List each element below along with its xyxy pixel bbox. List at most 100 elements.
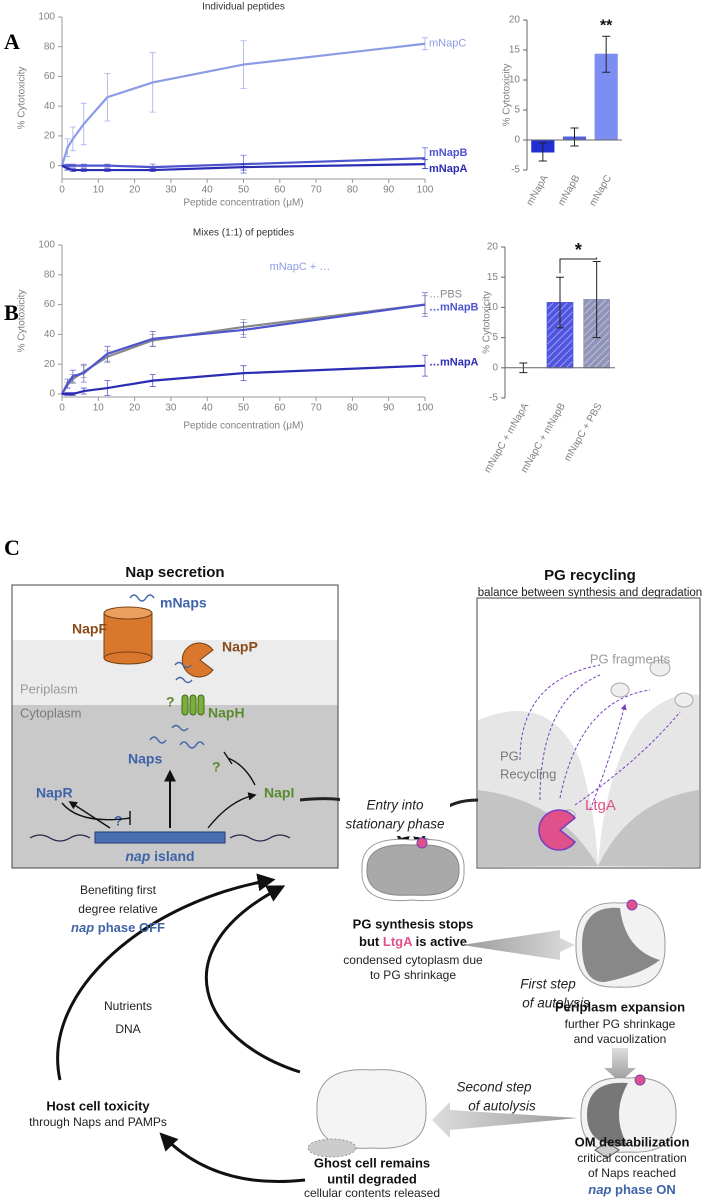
- gray-arrow: [462, 930, 575, 960]
- label: Cytoplasm: [20, 705, 81, 720]
- label: ?: [114, 813, 123, 829]
- panel-label: B: [4, 300, 19, 325]
- detail: to PG shrinkage: [370, 968, 456, 982]
- x-tick-label: 60: [274, 403, 286, 414]
- series-line: [62, 157, 426, 169]
- label: ?: [212, 759, 221, 775]
- error-bar: [602, 35, 611, 73]
- series-line: [60, 42, 426, 166]
- heading: PG recycling: [544, 567, 636, 584]
- series-line: [61, 163, 426, 172]
- legend-label: mNapA: [429, 163, 468, 175]
- inhibition: [223, 751, 256, 786]
- cell: [316, 1069, 427, 1149]
- box-border: [11, 584, 339, 869]
- napf-shape: [103, 612, 153, 659]
- label: mNaps: [160, 595, 207, 611]
- autolysis-cycle: Entry into stationary phase PG synthesis…: [29, 796, 689, 1199]
- legend-label: mNapC: [429, 38, 466, 50]
- label: NapF: [72, 621, 107, 637]
- panel-label: A: [4, 29, 20, 54]
- y-tick-label: 20: [509, 15, 521, 26]
- legend-label: …mNapA: [429, 357, 479, 369]
- y-tick-label: 20: [487, 242, 499, 253]
- error-bar: [149, 331, 156, 347]
- y-tick-label: 60: [44, 299, 56, 310]
- x-tick-label: 100: [417, 403, 434, 414]
- nap-secretion-panel: Nap secretion mNaps NapF NapP Periplasm …: [11, 564, 339, 869]
- error-bar: [240, 163, 247, 171]
- x-axis-label: Peptide concentration (μM): [183, 421, 303, 432]
- x-tick-label: 40: [202, 185, 214, 196]
- error-bar: [422, 159, 428, 169]
- napp-shape: [181, 642, 214, 678]
- y-tick-label: 40: [44, 101, 56, 112]
- ltga-dot: [634, 1074, 646, 1086]
- error-bar: [592, 260, 601, 339]
- label: ?: [166, 694, 175, 710]
- error-bar: [422, 354, 428, 377]
- legend-label: …PBS: [429, 289, 462, 301]
- label: PG fragments: [590, 651, 671, 666]
- y-tick-label: 100: [38, 12, 55, 23]
- x-tick-label: 80: [347, 403, 359, 414]
- x-tick-label: 30: [165, 185, 177, 196]
- legend-label: mNapB: [429, 147, 468, 159]
- label: DNA: [115, 1022, 140, 1036]
- error-bar: [240, 322, 247, 338]
- x-tick-label: mNapC + PBS: [562, 401, 604, 463]
- arrow: [204, 885, 301, 1074]
- cytoplasm: [478, 790, 699, 867]
- error-bar: [240, 40, 247, 89]
- label: Second step: [456, 1080, 532, 1095]
- x-tick-label: 10: [93, 185, 105, 196]
- x-tick-label: 20: [129, 185, 141, 196]
- x-tick-label: mNapA: [525, 173, 551, 208]
- title-part: phase ON: [615, 1182, 676, 1197]
- panel-label: C: [4, 535, 20, 560]
- dna: [29, 834, 291, 842]
- title: but LtgA is active: [359, 934, 467, 949]
- title-part: but: [359, 934, 380, 949]
- significance-bracket: [559, 257, 598, 274]
- error-bar: [69, 168, 76, 172]
- label: Benefiting first: [80, 883, 157, 897]
- label: First step: [520, 977, 576, 992]
- y-tick-label: 0: [514, 135, 520, 146]
- error-bar: [556, 276, 564, 329]
- label: LtgA: [585, 797, 616, 814]
- detail: cellular contents released: [304, 1186, 440, 1199]
- y-tick-label: 20: [44, 131, 56, 142]
- x-tick-label: mNapC: [588, 173, 614, 208]
- ltga-dot: [416, 837, 428, 849]
- x-tick-label: 60: [274, 185, 286, 196]
- y-tick-label: 5: [514, 105, 520, 116]
- label: Naps: [128, 751, 162, 767]
- arrow: [68, 801, 111, 829]
- label: stationary phase: [345, 817, 444, 832]
- title-part: LtgA: [383, 934, 413, 949]
- error-bar: [104, 380, 111, 396]
- arrow: [56, 873, 276, 1081]
- label: of autolysis: [468, 1099, 536, 1114]
- label-part: nap: [71, 920, 94, 935]
- series-line: [62, 364, 426, 396]
- detail: condensed cytoplasm due: [343, 953, 483, 967]
- error-bar: [104, 168, 111, 172]
- title: OM destabilization: [575, 1134, 690, 1149]
- y-tick-label: 60: [44, 71, 56, 82]
- label: nap phase OFF: [71, 920, 165, 935]
- error-bar: [80, 363, 87, 383]
- y-tick-label: 0: [492, 362, 498, 373]
- label: degree relative: [78, 902, 158, 916]
- y-tick-label: 20: [44, 359, 56, 370]
- error-bar: [104, 163, 111, 168]
- error-bar: [64, 392, 71, 396]
- legend-label: …mNapB: [429, 302, 479, 314]
- error-bar: [149, 52, 156, 113]
- x-tick-label: 40: [202, 403, 214, 414]
- label-part: nap: [125, 848, 150, 864]
- x-tick-label: 50: [238, 403, 250, 414]
- label: Entry into: [366, 798, 424, 813]
- error-bar: [149, 168, 156, 172]
